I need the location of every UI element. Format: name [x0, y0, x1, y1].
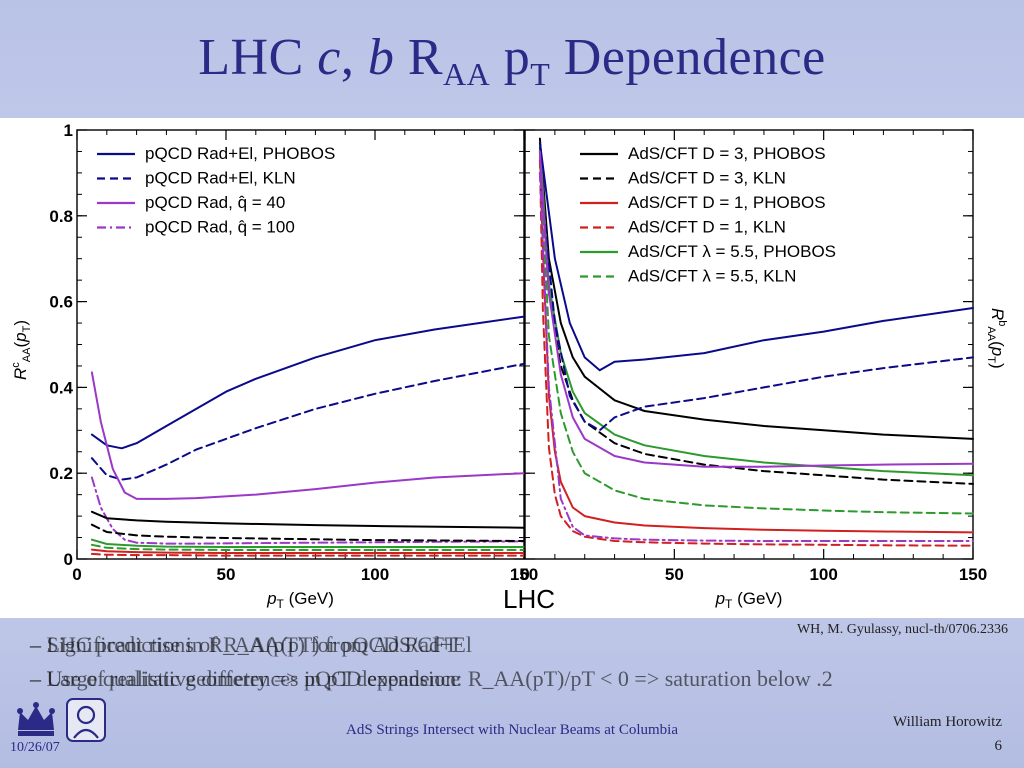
- footer-author: William Horowitz: [893, 714, 1002, 730]
- y-tick-label: 1: [64, 121, 73, 140]
- y-axis-label-left: RcAA(pT): [10, 320, 33, 380]
- series-line-1-8: [90, 543, 525, 551]
- series-line-1-6: [90, 523, 525, 542]
- legend-entry-label: pQCD Rad, q̂ = 100: [145, 218, 295, 237]
- series-line-2-1: [538, 137, 974, 440]
- portrait-logo-icon: [66, 698, 106, 742]
- series-line-1-3: [90, 371, 525, 500]
- series-line-1-1: [90, 315, 525, 450]
- title-comma: ,: [340, 29, 355, 86]
- title-lhc: LHC: [198, 29, 318, 86]
- y-tick-label: 0.2: [49, 464, 73, 483]
- series-line-2-10: [538, 171, 974, 542]
- x-tick-label: 100: [361, 565, 389, 584]
- x-tick-label: 150: [959, 565, 987, 584]
- legend-entry-label: AdS/CFT D = 1, KLN: [628, 218, 786, 237]
- bullet-text: – Significant rise in R_AA(pT) for pQCD …: [30, 632, 472, 657]
- x-tick-label: 50: [665, 565, 684, 584]
- y-tick-label: 0.6: [49, 293, 73, 312]
- series-line-1-4: [90, 476, 525, 545]
- bullet-text: – Use of realistic geometry => pQCD expa…: [30, 666, 833, 691]
- bullet-list: – Significant rise in R_AA(pT) for pQCD …: [30, 630, 833, 698]
- lhc-label: LHC: [503, 584, 555, 614]
- x-tick-label: 100: [809, 565, 837, 584]
- legend-entry-label: pQCD Rad+El, PHOBOS: [145, 144, 335, 163]
- series-line-1-9: [90, 548, 525, 554]
- legend-entry-label: pQCD Rad, q̂ = 40: [145, 193, 285, 212]
- bullet-text: – LHC predictions of R_AA(pT) from AdS/C…: [30, 632, 458, 657]
- y-axis-label-right: RbAA(pT): [985, 308, 1008, 369]
- footer-date: 10/26/07: [10, 740, 60, 755]
- title-b: b: [354, 29, 395, 86]
- legend-entry-label: pQCD Rad+El, KLN: [145, 169, 296, 188]
- columbia-crown-icon: [17, 702, 55, 736]
- bullet-line-1: – Significant rise in R_AA(pT) for pQCD …: [30, 630, 790, 664]
- citation: WH, M. Gyulassy, nucl-th/0706.2336: [796, 622, 1008, 637]
- title-aa-subscript: AA: [443, 56, 491, 93]
- title-dependence: Dependence: [550, 29, 826, 86]
- footer-event: AdS Strings Intersect with Nuclear Beams…: [345, 722, 679, 738]
- footer-author-block: William Horowitz 6: [893, 710, 1002, 758]
- y-tick-label: 0.4: [49, 378, 73, 397]
- series-line-1-5: [90, 510, 525, 529]
- title-c: c: [317, 29, 341, 86]
- legend-entry-label: AdS/CFT D = 3, PHOBOS: [628, 144, 826, 163]
- legend-entry-label: AdS/CFT D = 1, PHOBOS: [628, 193, 826, 212]
- series-line-2-6: [538, 150, 974, 515]
- x-tick-label: 150: [510, 565, 538, 584]
- x-axis-label: pT (GeV): [266, 589, 334, 611]
- legend-entry-label: AdS/CFT D = 3, KLN: [628, 169, 786, 188]
- bullet-line-2: – Large qualitative differences in pT de…: [30, 664, 833, 698]
- series-line-1-7: [90, 538, 525, 548]
- series-line-2-9: [538, 150, 974, 468]
- title-r: R: [394, 29, 444, 86]
- series-line-1-2: [90, 362, 525, 481]
- x-axis-label: pT (GeV): [715, 589, 783, 611]
- series-line-2-2: [538, 146, 974, 485]
- series-line-2-8: [538, 171, 974, 432]
- x-tick-label: 0: [72, 565, 81, 584]
- y-tick-label: 0.8: [49, 207, 73, 226]
- slide-title: LHC c, b RAA pT Dependence: [0, 28, 1024, 93]
- series-line-2-7: [538, 141, 974, 372]
- legend-entry-label: AdS/CFT λ = 5.5, PHOBOS: [628, 242, 836, 261]
- x-tick-label: 50: [217, 565, 236, 584]
- title-t-subscript: T: [530, 56, 551, 93]
- legend-entry-label: AdS/CFT λ = 5.5, KLN: [628, 267, 796, 286]
- bullet-text: – Large qualitative differences in pT de…: [30, 666, 461, 691]
- x-tick-label: 0: [520, 565, 529, 584]
- y-tick-label: 0: [64, 550, 73, 569]
- slide-number: 6: [994, 738, 1003, 754]
- title-p: p: [490, 29, 531, 86]
- series-line-2-4: [538, 159, 974, 547]
- series-line-1-10: [90, 552, 525, 557]
